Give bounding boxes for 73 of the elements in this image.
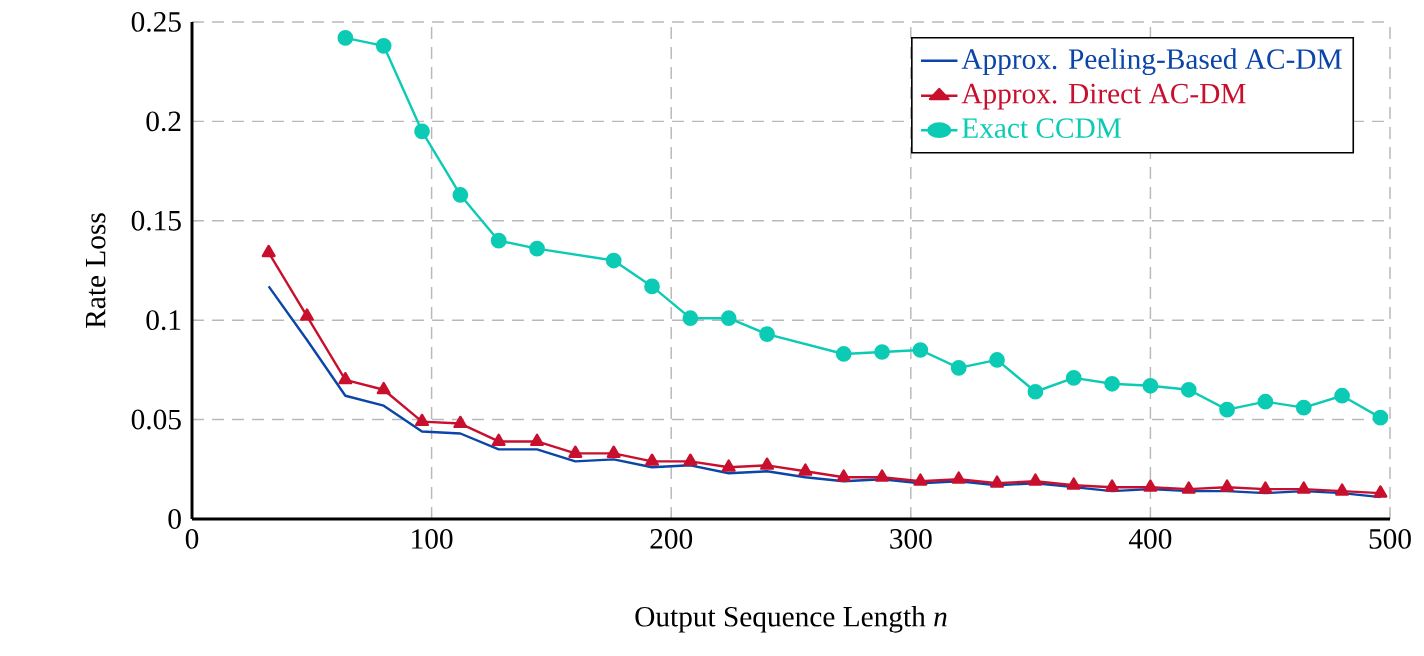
x-tick-label: 0 [185, 529, 199, 549]
y-tick-label: 0.15 [131, 210, 181, 231]
point [1066, 477, 1081, 490]
point [1181, 481, 1196, 494]
point [338, 371, 353, 385]
point [682, 310, 699, 327]
y-tick-label: 0.2 [146, 111, 181, 132]
point [1180, 381, 1197, 398]
point [491, 433, 506, 446]
point [1105, 479, 1120, 492]
point [530, 433, 545, 446]
point [337, 30, 354, 46]
legend-label: Exact CCDM [962, 118, 1121, 138]
point [1258, 481, 1273, 494]
point [1219, 401, 1235, 418]
y-tick-label: 0 [168, 509, 181, 529]
point [1295, 399, 1312, 416]
x-tick-label: 100 [412, 529, 453, 549]
point [1373, 485, 1388, 498]
y-tick-label: 0.25 [131, 12, 181, 32]
point [261, 244, 276, 258]
point [912, 342, 929, 358]
point [300, 308, 314, 321]
y-tick-label: 0.1 [146, 310, 181, 331]
point [720, 310, 737, 327]
point [989, 352, 1005, 368]
point [375, 37, 392, 54]
y-axis-title: Rate Loss [85, 213, 106, 328]
y-tick-label: 0.05 [131, 409, 181, 430]
point [490, 232, 507, 249]
point [874, 344, 890, 360]
x-axis-title: Output Sequence Length n [635, 605, 947, 633]
legend-label: Approx. Peeling-Based AC-DM [961, 48, 1342, 76]
point [414, 123, 430, 140]
point [721, 459, 736, 472]
point [452, 187, 469, 203]
point [1143, 479, 1158, 492]
point [950, 360, 967, 376]
point [645, 453, 660, 466]
point [798, 463, 813, 476]
point [990, 475, 1005, 488]
point [1220, 479, 1235, 492]
x-tick-label: 400 [1128, 529, 1172, 549]
point [875, 469, 890, 482]
point [1296, 481, 1311, 494]
point [1065, 369, 1082, 386]
point [453, 415, 468, 429]
point [835, 346, 852, 362]
point [1142, 377, 1159, 394]
point [1027, 383, 1044, 400]
point [1334, 387, 1350, 404]
point [376, 381, 391, 395]
point [605, 252, 622, 269]
point [759, 326, 775, 342]
x-tick-label: 500 [1369, 529, 1411, 549]
x-tick-label: 300 [890, 529, 932, 549]
x-tick-label: 200 [650, 529, 693, 549]
point [1104, 375, 1120, 392]
point [1257, 393, 1274, 410]
point [913, 473, 928, 486]
point [529, 240, 545, 257]
point [415, 413, 429, 427]
legend-label: Approx. Direct AC-DM [961, 83, 1246, 110]
point [1372, 409, 1389, 426]
point [683, 453, 698, 466]
point [644, 278, 660, 295]
point [836, 469, 851, 482]
point [1335, 483, 1350, 496]
point [606, 445, 621, 458]
point [1028, 473, 1043, 486]
point [568, 445, 583, 458]
point [951, 471, 966, 484]
point [760, 457, 775, 470]
